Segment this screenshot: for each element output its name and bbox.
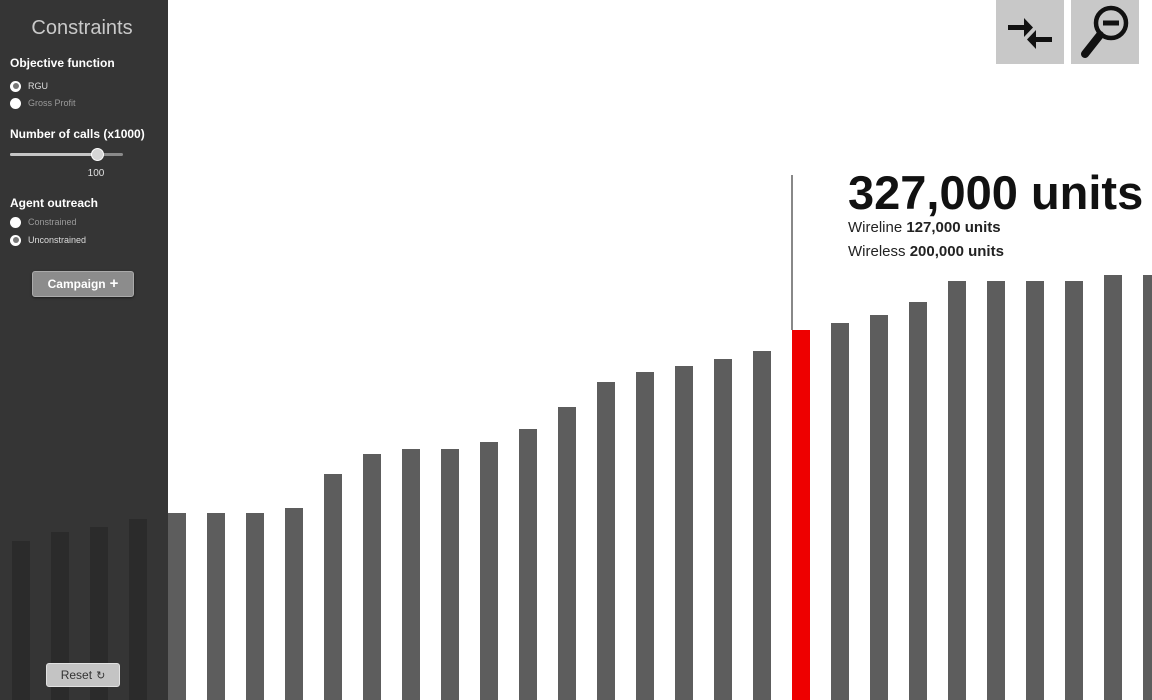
arrows-inward-icon (1008, 18, 1052, 49)
radio-rgu[interactable]: RGU (10, 79, 48, 93)
bar[interactable] (597, 382, 615, 700)
wireless-row: Wireless 200,000 units (848, 243, 1004, 260)
radio-unconstrained[interactable]: Unconstrained (10, 233, 86, 247)
wireless-label: Wireless (848, 243, 906, 260)
wireline-value: 127,000 units (906, 219, 1001, 236)
zoom-out-button[interactable] (1071, 0, 1139, 64)
bar[interactable] (246, 513, 264, 700)
bar[interactable] (714, 359, 732, 700)
radio-constrained[interactable]: Constrained (10, 215, 77, 229)
number-of-calls-heading: Number of calls (x1000) (10, 127, 145, 141)
bar[interactable] (363, 454, 381, 700)
bar[interactable] (402, 449, 420, 700)
campaign-button[interactable]: Campaign + (32, 271, 134, 297)
bar[interactable] (285, 508, 303, 700)
reset-button[interactable]: Reset ↻ (46, 663, 120, 687)
bar[interactable] (675, 366, 693, 700)
panel-title: Constraints (31, 17, 133, 39)
bar[interactable] (831, 323, 849, 700)
bar[interactable] (558, 407, 576, 700)
calls-value: 100 (87, 168, 105, 179)
objective-function-heading: Objective function (10, 56, 115, 70)
wireline-label: Wireline (848, 219, 903, 236)
bar[interactable] (1026, 281, 1044, 700)
radio-label: Unconstrained (28, 235, 87, 245)
total-units: 327,000 units (848, 166, 1144, 219)
bar[interactable] (168, 513, 186, 700)
zoom-out-icon (1081, 5, 1129, 58)
bar[interactable] (987, 281, 1005, 700)
refresh-icon: ↻ (96, 669, 106, 682)
radio-checked-icon[interactable] (10, 80, 21, 92)
bar[interactable] (948, 281, 966, 700)
radio-label: Gross Profit (28, 98, 76, 108)
radio-label: RGU (28, 81, 48, 91)
bar[interactable] (1065, 281, 1083, 700)
slider-fill (10, 153, 97, 156)
reset-label: Reset (60, 668, 93, 682)
compare-button[interactable] (996, 0, 1064, 64)
calls-slider[interactable] (10, 148, 123, 161)
bar[interactable] (480, 442, 498, 700)
wireline-row: Wireline 127,000 units (848, 219, 1001, 236)
bar[interactable] (636, 372, 654, 700)
slider-thumb[interactable] (91, 148, 104, 161)
radio-unchecked-icon[interactable] (10, 216, 21, 228)
radio-unchecked-icon[interactable] (10, 97, 21, 109)
radio-gross-profit[interactable]: Gross Profit (10, 96, 76, 110)
bar[interactable] (909, 302, 927, 700)
bar-selected[interactable] (792, 330, 810, 700)
constraints-panel: Constraints Objective function RGU Gross… (0, 0, 168, 700)
bar[interactable] (753, 351, 771, 700)
campaign-label: Campaign (47, 277, 106, 291)
radio-label: Constrained (28, 217, 77, 227)
bar[interactable] (870, 315, 888, 700)
bar[interactable] (519, 429, 537, 700)
bar[interactable] (441, 449, 459, 700)
wireless-value: 200,000 units (909, 243, 1004, 260)
bar[interactable] (1143, 275, 1152, 700)
agent-outreach-heading: Agent outreach (10, 196, 99, 210)
plus-icon: + (109, 275, 119, 292)
bar[interactable] (324, 474, 342, 700)
bar[interactable] (1104, 275, 1122, 700)
bar[interactable] (207, 513, 225, 700)
radio-checked-icon[interactable] (10, 234, 21, 246)
